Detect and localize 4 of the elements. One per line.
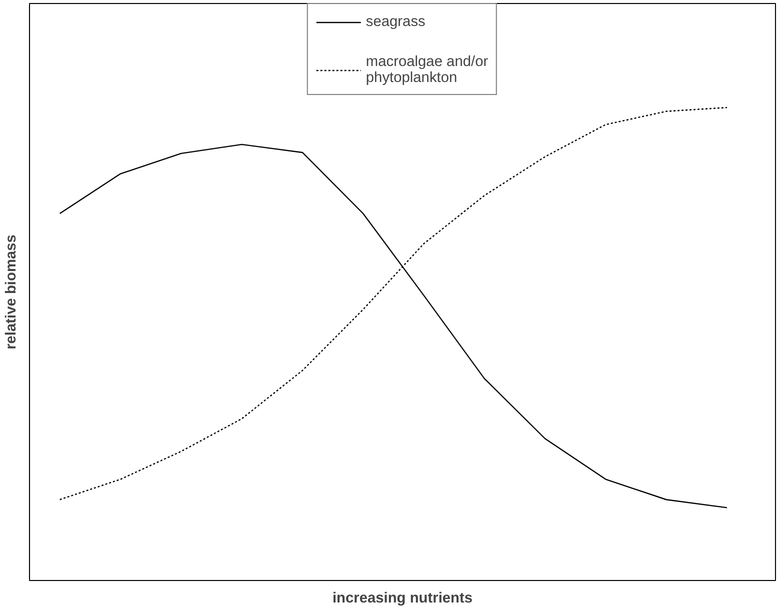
y-axis-title: relative biomass [4,234,20,350]
legend-label: macroalgae and/or phytoplankton [366,54,488,86]
x-axis-title: increasing nutrients [332,590,473,606]
legend-label: seagrass [366,14,426,30]
